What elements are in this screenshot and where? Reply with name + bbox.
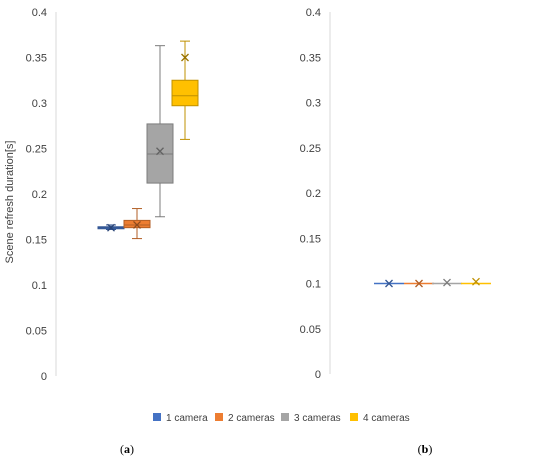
y-tick-label: 0.2: [306, 188, 321, 200]
legend-swatch: [350, 413, 358, 421]
panel-label-b: (b): [418, 442, 433, 456]
y-tick-label: 0.1: [32, 280, 47, 292]
box-4: [171, 40, 199, 140]
box-2: [123, 208, 151, 240]
y-tick-label: 0.4: [32, 7, 47, 19]
panel-label-a: (a): [120, 442, 134, 456]
y-tick-label: 0.3: [306, 98, 321, 110]
chart-panel-a: 0 0.05 0.1 0.15 0.2 0.25 0.3 0.35 0.4 Scene refre…: [4, 7, 199, 383]
panel-labels: (a) (b): [120, 442, 432, 456]
y-tick-label: 0.05: [300, 324, 321, 336]
y-tick-label: 0.25: [300, 143, 321, 155]
y-tick-label: 0.3: [32, 98, 47, 110]
mean-marker: [415, 279, 423, 288]
mean-marker: [472, 277, 480, 286]
y-tick-label: 0.05: [26, 326, 47, 338]
legend-item-4: 4 cameras: [350, 413, 410, 424]
legend: 1 camera 2 cameras 3 cameras 4 cameras: [153, 413, 410, 424]
mean-marker: [107, 223, 115, 232]
box-2: [404, 279, 434, 288]
y-tick-label: 0.35: [26, 53, 47, 65]
y-tick-label: 0.4: [306, 7, 321, 19]
y-axis-title: Scene refresh duration[s]: [4, 141, 16, 264]
y-tick-label: 0.15: [26, 235, 47, 247]
box-3: [146, 45, 174, 218]
mean-marker: [385, 279, 393, 288]
y-tick-label: 0: [315, 369, 321, 381]
y-tick-label: 0: [41, 371, 47, 383]
legend-item-2: 2 cameras: [215, 413, 275, 424]
y-tick-label: 0.2: [32, 189, 47, 201]
legend-label: 2 cameras: [228, 413, 275, 424]
box-4: [461, 277, 491, 286]
chart-panel-b: 0 0.05 0.1 0.15 0.2 0.25 0.3 0.35 0.4: [300, 7, 491, 381]
legend-item-3: 3 cameras: [281, 413, 341, 424]
mean-marker: [443, 278, 451, 287]
y-tick-label: 0.35: [300, 52, 321, 64]
legend-swatch: [215, 413, 223, 421]
legend-label: 1 camera: [166, 413, 208, 424]
box-1: [97, 223, 125, 232]
mean-marker: [156, 147, 164, 156]
legend-label: 3 cameras: [294, 413, 341, 424]
box-1: [374, 279, 404, 288]
legend-label: 4 cameras: [363, 413, 410, 424]
box-3: [432, 278, 462, 287]
legend-swatch: [281, 413, 289, 421]
mean-marker: [181, 53, 189, 62]
mean-marker: [133, 220, 141, 229]
y-tick-label: 0.1: [306, 279, 321, 291]
y-tick-label: 0.15: [300, 233, 321, 245]
y-tick-label: 0.25: [26, 144, 47, 156]
box-iqr: [171, 79, 199, 107]
legend-item-1: 1 camera: [153, 413, 208, 424]
legend-swatch: [153, 413, 161, 421]
